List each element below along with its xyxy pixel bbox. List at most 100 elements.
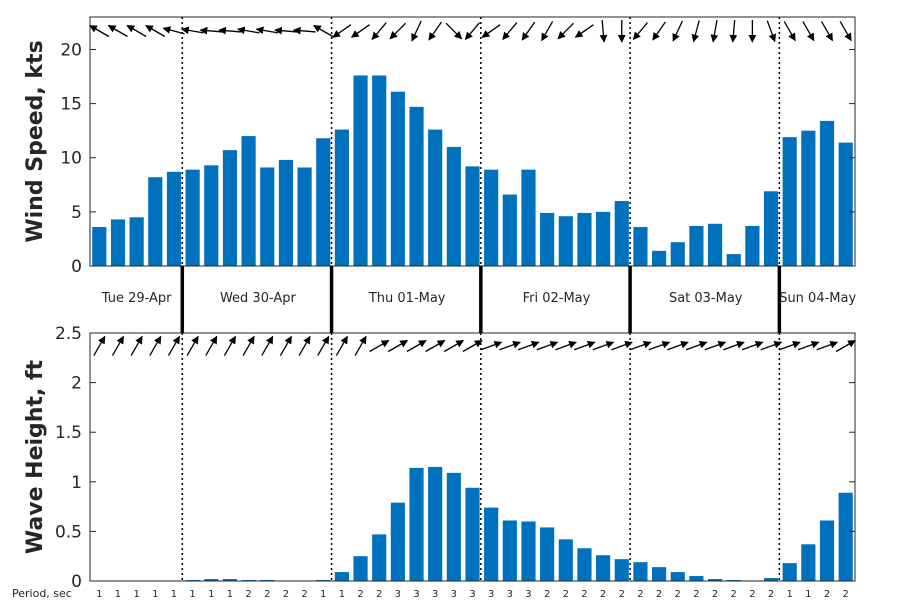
wind-direction-arrow — [181, 26, 204, 35]
period-value: 1 — [171, 589, 177, 600]
wind-bar — [166, 171, 182, 266]
wind-bar — [633, 227, 648, 266]
wind-bar — [390, 91, 405, 266]
period-value: 1 — [133, 589, 139, 600]
period-value: 2 — [581, 589, 587, 600]
wind-direction-arrow — [218, 26, 241, 35]
wave-bar — [540, 527, 555, 581]
wind-direction-arrow — [107, 24, 128, 38]
wind-bar — [334, 129, 349, 266]
period-value: 2 — [544, 589, 550, 600]
wave-bar — [558, 539, 573, 581]
wind-bar — [129, 217, 144, 266]
wind-direction-arrow — [162, 26, 185, 35]
wind-bar — [577, 212, 592, 266]
period-value: 3 — [525, 589, 531, 600]
wave-bar — [819, 520, 835, 581]
wave-direction-arrow — [667, 340, 689, 351]
wind-bar — [92, 227, 107, 266]
wave-direction-arrow — [741, 340, 764, 351]
wave-direction-arrow — [629, 340, 652, 351]
period-value: 1 — [152, 589, 158, 600]
wind-y-tick-label: 0 — [71, 257, 82, 277]
wave-bar — [689, 576, 704, 581]
wave-direction-arrow — [779, 340, 801, 351]
wind-direction-arrow — [389, 22, 407, 40]
period-value: 2 — [768, 589, 774, 600]
wind-direction-arrow — [839, 21, 852, 42]
wind-bar — [838, 142, 853, 266]
wave-direction-arrow — [149, 335, 162, 356]
wave-height-panel: 0 0.5 1 1.5 2 2.5 Wave Height, ft — [23, 324, 856, 592]
period-value: 3 — [413, 589, 419, 600]
day-label: Sun 04-May — [779, 291, 856, 306]
wind-bar — [726, 254, 741, 266]
wind-y-tick-label: 5 — [71, 203, 82, 223]
wind-bar — [651, 250, 667, 266]
wave-direction-arrow — [592, 340, 615, 351]
period-value: 2 — [376, 589, 382, 600]
wind-direction-arrow — [126, 24, 147, 38]
wind-direction-arrow — [599, 19, 608, 43]
wind-speed-panel: 0 5 10 15 20 Wind Speed, kts — [23, 16, 856, 277]
wind-bar — [745, 225, 760, 266]
wave-bar — [838, 492, 853, 581]
wave-bar — [763, 578, 779, 581]
wave-direction-arrow — [261, 335, 274, 356]
period-value: 2 — [712, 589, 718, 600]
wind-direction-arrow — [464, 22, 481, 41]
wave-y-tick-label: 1 — [71, 473, 82, 493]
wave-direction-arrow — [443, 339, 465, 353]
wind-direction-arrow — [574, 24, 594, 38]
period-value: 1 — [320, 589, 326, 600]
wind-direction-arrow — [428, 21, 443, 41]
wind-direction-arrow — [710, 20, 719, 43]
wind-bar — [763, 191, 779, 266]
wave-y-axis-title: Wave Height, ft — [23, 359, 48, 554]
wave-direction-arrow — [186, 335, 199, 356]
wave-y-tick-label: 0.5 — [55, 522, 82, 542]
period-value: 3 — [395, 589, 401, 600]
wind-direction-arrow — [481, 24, 501, 38]
wind-bar — [502, 194, 517, 266]
wind-bar — [260, 167, 275, 266]
wind-bar — [185, 169, 200, 266]
wave-direction-arrow — [685, 340, 708, 351]
wave-bar — [502, 520, 517, 581]
period-value: 1 — [96, 589, 102, 600]
period-value: 3 — [488, 589, 494, 600]
wave-direction-arrow — [93, 335, 106, 356]
period-value: 1 — [787, 589, 793, 600]
wind-bar — [540, 212, 555, 266]
wind-direction-arrow — [691, 20, 700, 43]
wind-direction-arrow — [411, 20, 422, 42]
wind-bar — [297, 167, 312, 266]
wind-bar — [670, 242, 685, 266]
wave-direction-arrow — [499, 340, 521, 351]
wave-direction-arrow — [704, 340, 727, 351]
wave-bar — [521, 521, 536, 581]
day-label: Sat 03-May — [669, 291, 743, 306]
period-value: 2 — [731, 589, 737, 600]
wave-y-tick-label: 1.5 — [55, 423, 82, 443]
day-label-strip: Tue 29-Apr Wed 30-Apr Thu 01-May Fri 02-May… — [101, 266, 856, 333]
wave-direction-arrow — [536, 340, 559, 351]
wind-bar — [558, 216, 573, 266]
wind-bar — [241, 136, 256, 266]
wind-direction-arrow — [652, 21, 666, 41]
wind-direction-arrow — [292, 26, 316, 35]
wave-direction-arrow — [298, 335, 311, 356]
wave-bar — [670, 572, 685, 581]
period-value: 1 — [208, 589, 214, 600]
wave-direction-arrow — [835, 339, 856, 353]
wave-direction-arrow — [354, 335, 367, 356]
wave-direction-arrow — [648, 340, 671, 351]
wind-direction-arrow — [445, 22, 463, 40]
wind-bar — [521, 169, 536, 266]
wind-direction-arrow — [729, 19, 738, 43]
wind-bar — [278, 159, 294, 266]
wave-bar — [353, 556, 368, 581]
period-value: 2 — [842, 589, 848, 600]
wind-bar — [484, 169, 499, 266]
